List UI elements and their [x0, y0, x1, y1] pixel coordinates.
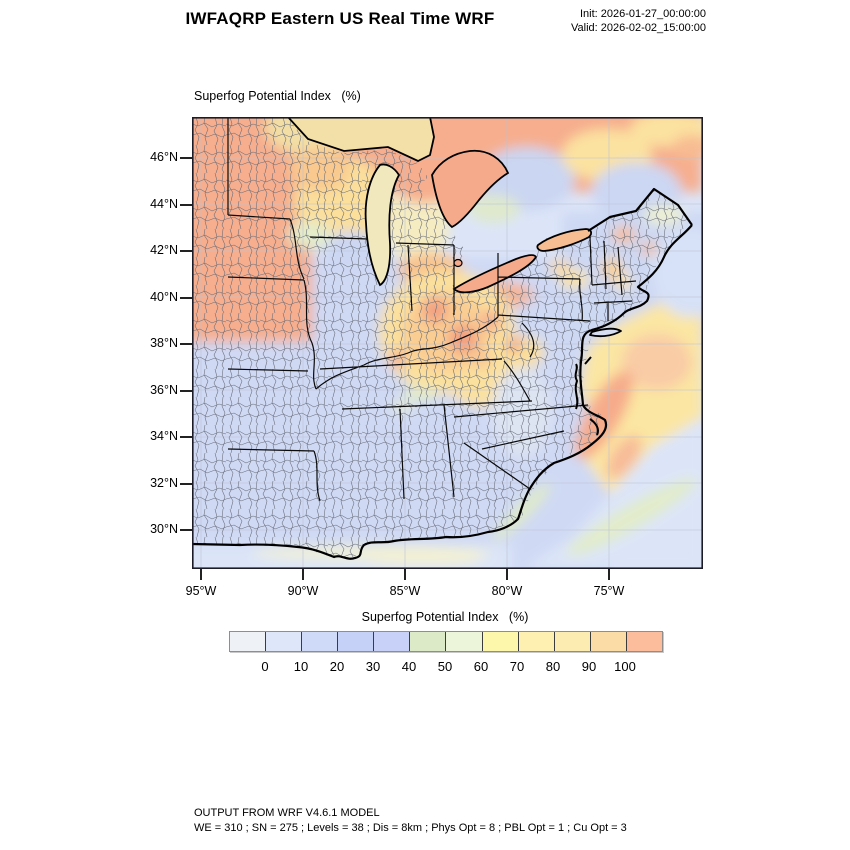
colorbar-tick-70: 70	[509, 659, 525, 674]
colorbar-tick-20: 20	[329, 659, 345, 674]
lat-label-44n: 44°N	[150, 197, 178, 211]
colorbar-tick-60: 60	[473, 659, 489, 674]
colorbar-cell	[374, 632, 411, 651]
lon-label-75w: 75°W	[593, 584, 625, 598]
map-panel-label: Superfog Potential Index (%)	[194, 89, 361, 103]
lat-axis-tick	[180, 529, 192, 531]
colorbar-cell	[266, 632, 303, 651]
lat-axis-tick	[180, 436, 192, 438]
lat-axis-tick	[180, 157, 192, 159]
lat-axis-tick	[180, 483, 192, 485]
lat-axis-tick	[180, 297, 192, 299]
colorbar-tick-0: 0	[261, 659, 269, 674]
colorbar-tick-40: 40	[401, 659, 417, 674]
lake-erie	[452, 254, 538, 294]
colorbar-cell	[554, 632, 591, 651]
lat-axis-tick	[180, 250, 192, 252]
map-frame	[192, 117, 703, 569]
colorbar-title: Superfog Potential Index (%)	[361, 610, 529, 624]
colorbar-cell	[590, 632, 627, 651]
lat-label-38n: 38°N	[150, 336, 178, 350]
lon-label-90w: 90°W	[287, 584, 319, 598]
lon-axis-tick	[506, 569, 508, 580]
lon-axis-tick	[404, 569, 406, 580]
lat-label-46n: 46°N	[150, 150, 178, 164]
model-info-line1: OUTPUT FROM WRF V4.6.1 MODEL	[194, 807, 380, 819]
lake-huron	[431, 149, 510, 229]
colorbar-tick-80: 80	[545, 659, 561, 674]
lat-label-42n: 42°N	[150, 243, 178, 257]
colorbar-cell	[302, 632, 339, 651]
lon-axis-tick	[200, 569, 202, 580]
superfog-map-svg	[191, 116, 703, 569]
lat-label-34n: 34°N	[150, 429, 178, 443]
colorbar-cell	[410, 632, 447, 651]
lat-axis-tick	[180, 204, 192, 206]
colorbar-cell	[230, 632, 267, 651]
run-timestamps: Init: 2026-01-27_00:00:00 Valid: 2026-02…	[540, 8, 706, 35]
colorbar-tick-10: 10	[293, 659, 309, 674]
lon-label-95w: 95°W	[185, 584, 217, 598]
lat-label-32n: 32°N	[150, 476, 178, 490]
lon-label-80w: 80°W	[491, 584, 523, 598]
lat-label-30n: 30°N	[150, 522, 178, 536]
lat-axis-tick	[180, 343, 192, 345]
lat-label-36n: 36°N	[150, 383, 178, 397]
map-plot-area	[191, 116, 703, 569]
init-timestamp: Init: 2026-01-27_00:00:00	[580, 8, 706, 20]
colorbar-tick-100: 100	[614, 659, 636, 674]
lake-michigan	[364, 163, 401, 287]
colorbar-cell	[518, 632, 555, 651]
lat-axis-tick	[180, 390, 192, 392]
colorbar-tick-30: 30	[365, 659, 381, 674]
colorbar-tick-50: 50	[437, 659, 453, 674]
lake-superior	[285, 116, 435, 162]
colorbar-cell	[626, 632, 662, 651]
colorbar-tick-90: 90	[581, 659, 597, 674]
state-borders	[227, 117, 637, 502]
colorbar	[229, 631, 663, 652]
colorbar-cell	[338, 632, 375, 651]
lon-axis-tick	[302, 569, 304, 580]
long-island	[589, 327, 622, 338]
coastline	[191, 187, 693, 560]
great-lakes	[285, 116, 593, 294]
lake-st-clair	[453, 258, 463, 268]
lon-axis-tick	[608, 569, 610, 580]
lat-label-40n: 40°N	[150, 290, 178, 304]
model-info-line2: WE = 310 ; SN = 275 ; Levels = 38 ; Dis …	[194, 821, 627, 834]
page-title: IWFAQRP Eastern US Real Time WRF	[185, 9, 495, 28]
model-info: OUTPUT FROM WRF V4.6.1 MODEL WE = 310 ; …	[194, 806, 627, 835]
lon-label-85w: 85°W	[389, 584, 421, 598]
colorbar-cell	[446, 632, 483, 651]
valid-timestamp: Valid: 2026-02-02_15:00:00	[571, 21, 706, 34]
colorbar-cell	[482, 632, 519, 651]
lake-ontario	[536, 228, 593, 252]
